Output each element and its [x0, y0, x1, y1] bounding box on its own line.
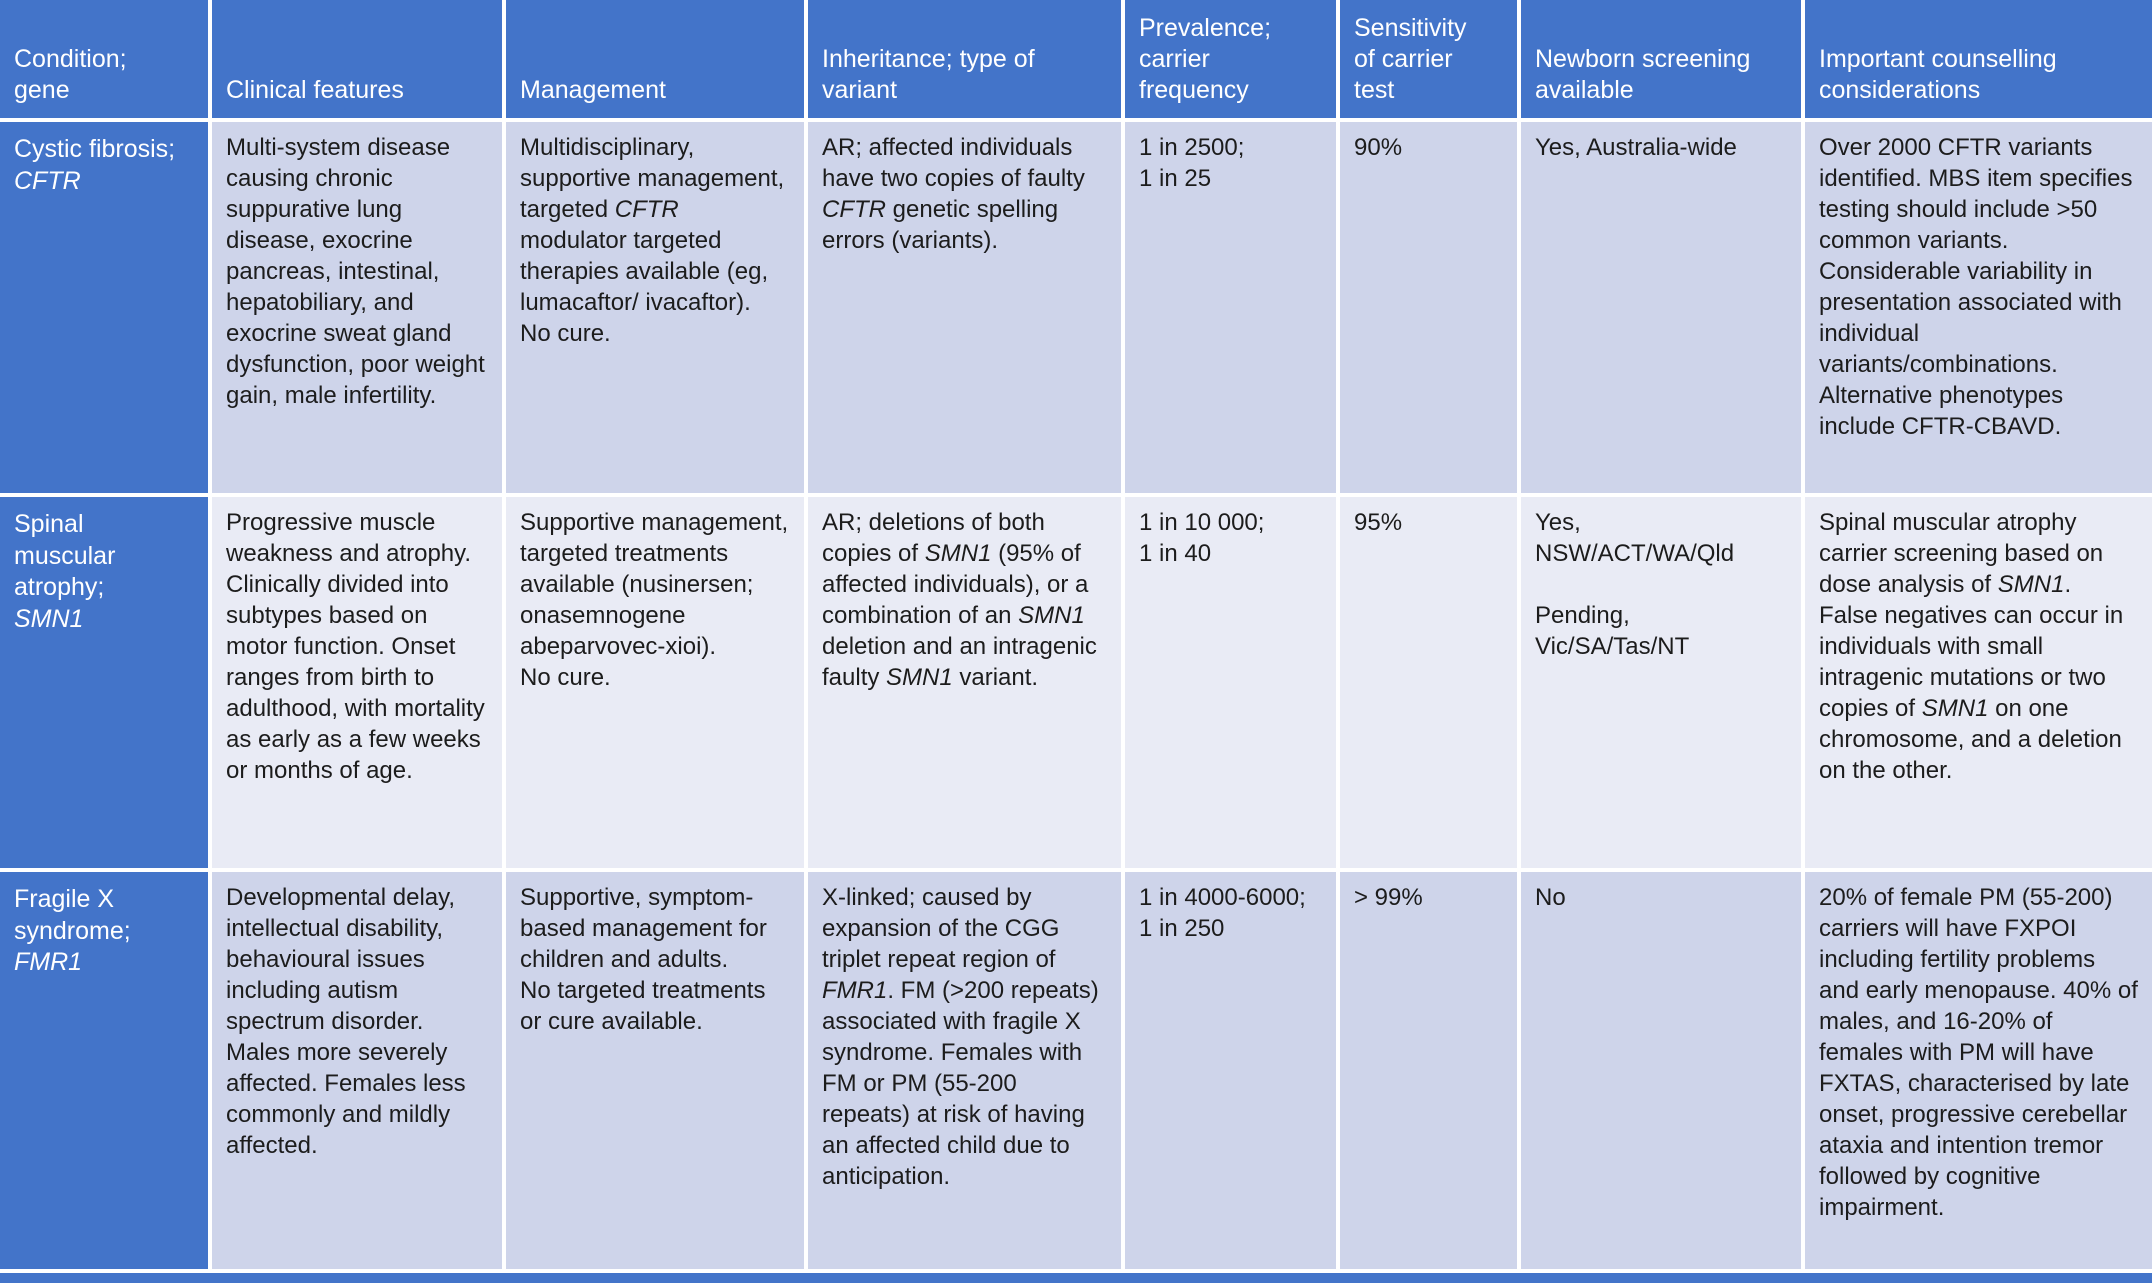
cell-fragile-x-inheritance: X-linked; caused by expansion of the CGG… [808, 872, 1121, 1269]
column-header-condition-gene: Condition; gene [0, 0, 208, 118]
column-header-newborn-screening: Newborn screening available [1521, 0, 1801, 118]
cell-fragile-x-counselling: 20% of female PM (55-200) carriers will … [1805, 872, 2152, 1269]
column-header-prevalence: Prevalence; carrier frequency [1125, 0, 1336, 118]
cell-fragile-x-prevalence: 1 in 4000-6000; 1 in 250 [1125, 872, 1336, 1269]
column-header-sensitivity: Sensitivity of carrier test [1340, 0, 1517, 118]
cell-spinal-muscular-atrophy-counselling: Spinal muscular atrophy carrier screenin… [1805, 497, 2152, 868]
cell-cystic-fibrosis-management: Multidisciplinary, supportive management… [506, 122, 804, 493]
cell-fragile-x-management: Supportive, symptom-based management for… [506, 872, 804, 1269]
column-header-inheritance: Inheritance; type of variant [808, 0, 1121, 118]
cell-cystic-fibrosis-counselling: Over 2000 CFTR variants identified. MBS … [1805, 122, 2152, 493]
cell-cystic-fibrosis-clinical-features: Multi-system disease causing chronic sup… [212, 122, 502, 493]
cell-spinal-muscular-atrophy-inheritance: AR; deletions of both copies of SMN1 (95… [808, 497, 1121, 868]
cell-spinal-muscular-atrophy-sensitivity: 95% [1340, 497, 1517, 868]
cell-fragile-x-newborn-screening: No [1521, 872, 1801, 1269]
column-header-clinical-features: Clinical features [212, 0, 502, 118]
cell-spinal-muscular-atrophy-newborn-screening: Yes, NSW/ACT/WA/Qld Pending, Vic/SA/Tas/NT [1521, 497, 1801, 868]
cell-fragile-x-sensitivity: > 99% [1340, 872, 1517, 1269]
cell-spinal-muscular-atrophy-clinical-features: Progressive muscle weakness and atrophy.… [212, 497, 502, 868]
cell-spinal-muscular-atrophy-prevalence: 1 in 10 000; 1 in 40 [1125, 497, 1336, 868]
column-header-management: Management [506, 0, 804, 118]
column-header-counselling: Important counselling considerations [1805, 0, 2152, 118]
cell-spinal-muscular-atrophy-condition: Spinal muscular atrophy; SMN1 [0, 497, 208, 868]
cell-cystic-fibrosis-newborn-screening: Yes, Australia-wide [1521, 122, 1801, 493]
cell-fragile-x-clinical-features: Developmental delay, intellectual disabi… [212, 872, 502, 1269]
cell-cystic-fibrosis-inheritance: AR; affected individuals have two copies… [808, 122, 1121, 493]
next-row-top-edge [0, 1273, 2152, 1283]
cell-cystic-fibrosis-sensitivity: 90% [1340, 122, 1517, 493]
cell-cystic-fibrosis-condition: Cystic fibrosis; CFTR [0, 122, 208, 493]
cell-cystic-fibrosis-prevalence: 1 in 2500; 1 in 25 [1125, 122, 1336, 493]
cell-spinal-muscular-atrophy-management: Supportive management, targeted treatmen… [506, 497, 804, 868]
